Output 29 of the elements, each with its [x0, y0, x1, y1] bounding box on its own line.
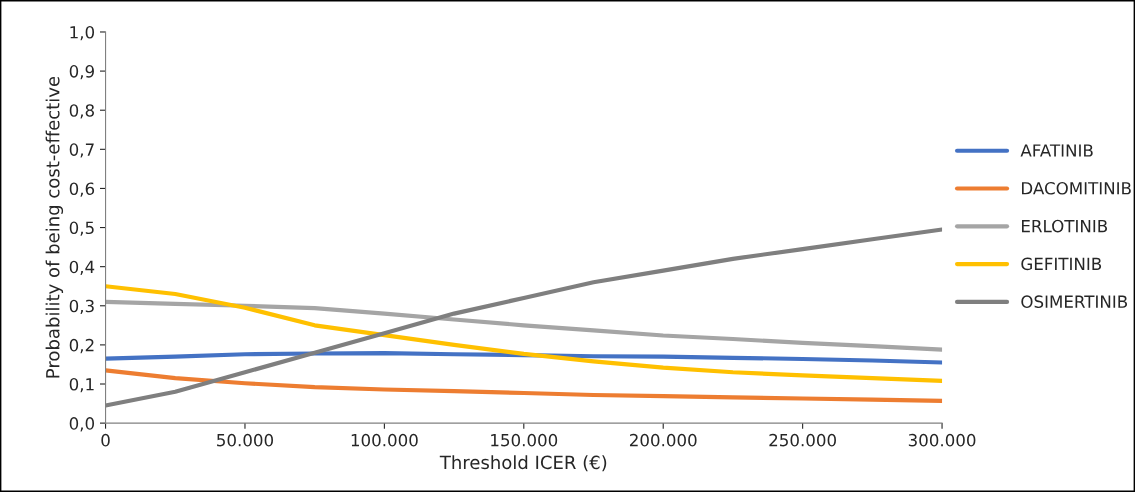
legend-label: ERLOTINIB [1022, 219, 1108, 233]
x-tick-label: 0 [101, 433, 110, 447]
y-tick-label: 1,0 [70, 25, 95, 41]
x-tick-label: 200.000 [629, 433, 697, 447]
legend-label: OSIMERTINIB [1021, 295, 1128, 308]
x-axis-title: Threshold ICER (€) [439, 455, 607, 472]
x-tick-label: 300.000 [908, 433, 976, 447]
legend-label: DACOMITINIB [1022, 181, 1131, 195]
line-series [105, 284, 943, 383]
x-tick-label: 150.000 [491, 433, 558, 447]
y-axis-title: Probability of being cost-effective [45, 76, 64, 378]
y-tick-label: 0,0 [69, 417, 95, 432]
x-tick-label: 50.000 [217, 433, 274, 447]
legend-label: AFATINIB [1020, 144, 1093, 157]
y-tick-label: 0,3 [69, 299, 94, 315]
y-tick-label: 0,4 [69, 260, 95, 275]
y-tick-label: 0,5 [69, 221, 94, 236]
line-series [105, 351, 943, 365]
y-tick-label: 0,2 [69, 338, 94, 354]
x-tick-label: 100.000 [351, 433, 418, 447]
line-series [105, 368, 943, 403]
y-tick-label: 0,9 [69, 65, 94, 80]
line-series [105, 299, 943, 352]
x-tick-label: 250.000 [769, 433, 836, 447]
y-tick-label: 0,1 [69, 377, 94, 393]
y-tick-label: 0,8 [69, 104, 94, 119]
y-tick-label: 0,6 [69, 182, 95, 197]
legend-label: GEFITINIB [1021, 257, 1102, 271]
y-tick-label: 0,7 [69, 143, 94, 158]
